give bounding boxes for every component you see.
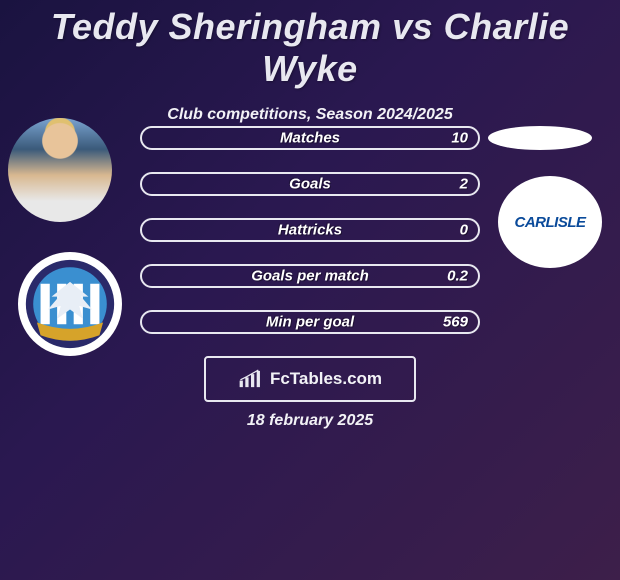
club-left-badge bbox=[18, 252, 122, 356]
root: Teddy Sheringham vs Charlie Wyke Club co… bbox=[0, 0, 620, 580]
stat-value-right: 569 bbox=[443, 314, 468, 331]
stat-label: Goals per match bbox=[251, 268, 369, 285]
club-right-label: CARLISLE bbox=[515, 214, 586, 231]
stat-value-right: 0.2 bbox=[447, 268, 468, 285]
stats-area: Matches 10 Goals 2 Hattricks 0 Goals per match… bbox=[140, 126, 480, 356]
stat-row: Goals per match 0.2 bbox=[140, 264, 480, 288]
stat-value-right: 2 bbox=[460, 176, 468, 193]
bars-icon bbox=[238, 369, 264, 389]
stat-row: Goals 2 bbox=[140, 172, 480, 196]
stat-label: Min per goal bbox=[266, 314, 354, 331]
stat-label: Matches bbox=[280, 130, 340, 147]
watermark-text: FcTables.com bbox=[270, 369, 382, 389]
page-title: Teddy Sheringham vs Charlie Wyke bbox=[0, 6, 620, 90]
player-right-avatar bbox=[488, 126, 592, 150]
stat-value-right: 0 bbox=[460, 222, 468, 239]
stat-label: Hattricks bbox=[278, 222, 342, 239]
stat-row: Min per goal 569 bbox=[140, 310, 480, 334]
stat-row: Matches 10 bbox=[140, 126, 480, 150]
club-right-badge: CARLISLE bbox=[498, 176, 602, 268]
colchester-badge-icon bbox=[24, 258, 116, 350]
stat-value-right: 10 bbox=[451, 130, 468, 147]
date: 18 february 2025 bbox=[0, 412, 620, 430]
player-left-avatar bbox=[8, 118, 112, 222]
stat-label: Goals bbox=[289, 176, 331, 193]
stat-row: Hattricks 0 bbox=[140, 218, 480, 242]
watermark-box: FcTables.com bbox=[204, 356, 416, 402]
